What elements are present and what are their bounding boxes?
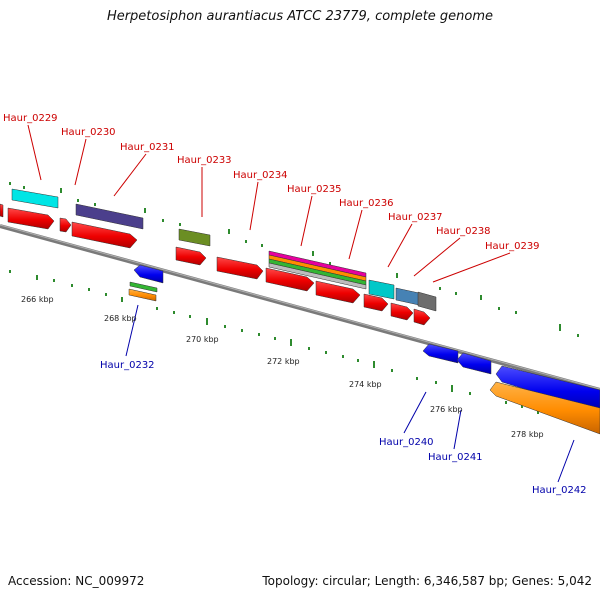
reverse-strand-genes [128,264,600,435]
gene-arrow-red [363,293,389,312]
gene-feature-cyan [11,188,59,209]
scale-label: 274 kbp [349,380,382,389]
gene-arrow-red [59,217,72,233]
map-title: Herpetosiphon aurantiacus ATCC 23779, co… [106,9,494,24]
scale-label: 268 kbp [104,314,137,323]
gene-label: Haur_0239 [485,241,540,252]
gene-label: Haur_0234 [233,170,288,181]
gene-feature-purple [75,203,144,230]
callouts-bottom [125,304,575,483]
gene-label: Haur_0235 [287,184,342,195]
gene-feature-green-small [129,281,158,293]
gene-label: Haur_0237 [388,212,443,223]
gene-arrow-red [390,302,414,321]
scale-label: 270 kbp [186,335,219,344]
gene-arrow-red [7,207,55,230]
scale-labels: 266 kbp 268 kbp 270 kbp 272 kbp 274 kbp … [21,295,544,439]
gene-arrow-blue [133,264,164,284]
gene-arrow-red [0,203,4,218]
gene-arrow-orange [489,381,600,435]
gene-arrow-blue [456,352,492,375]
gene-label: Haur_0240 [379,437,434,448]
gene-arrow-red [265,267,315,292]
scale-label: 272 kbp [267,357,300,366]
gene-feature-orange-small [128,288,157,302]
gene-arrow-blue [495,365,600,413]
gene-arrow-red [315,280,361,304]
forward-strand-genes [0,188,437,326]
gene-feature-olive [178,228,211,247]
gene-arrow-red [175,246,207,266]
gene-feature-gray-strip [268,262,367,290]
tick-row-top [9,182,579,337]
gene-label: Haur_0236 [339,198,394,209]
accession-text: Accession: NC_009972 [8,574,145,588]
gene-label: Haur_0238 [436,226,491,237]
genome-backbone [0,224,600,392]
scale-label: 266 kbp [21,295,54,304]
gene-arrow-red [216,256,264,280]
gene-feature-steelblue [395,287,420,306]
gene-label: Haur_0229 [3,113,58,124]
gene-label: Haur_0232 [100,360,155,371]
gene-label: Haur_0242 [532,485,587,496]
scale-label: 278 kbp [511,430,544,439]
gene-label: Haur_0233 [177,155,232,166]
gene-labels-top: Haur_0229 Haur_0230 Haur_0231 Haur_0233 … [3,113,540,252]
gene-arrow-red [413,308,431,326]
gene-label: Haur_0230 [61,127,116,138]
genome-backbone-highlight [0,224,600,390]
scale-label: 276 kbp [430,405,463,414]
gene-feature-darkgray [417,291,437,312]
gene-labels-bottom: Haur_0232 Haur_0240 Haur_0241 Haur_0242 [100,360,587,496]
tick-row-bottom [9,270,594,427]
gene-arrow-red [71,221,138,249]
topology-text: Topology: circular; Length: 6,346,587 bp… [262,574,592,588]
callouts-top [27,124,511,283]
gene-label: Haur_0231 [120,142,175,153]
gene-feature-cyan-2 [368,279,395,300]
gene-label: Haur_0241 [428,452,483,463]
gene-arrow-blue [422,343,459,364]
